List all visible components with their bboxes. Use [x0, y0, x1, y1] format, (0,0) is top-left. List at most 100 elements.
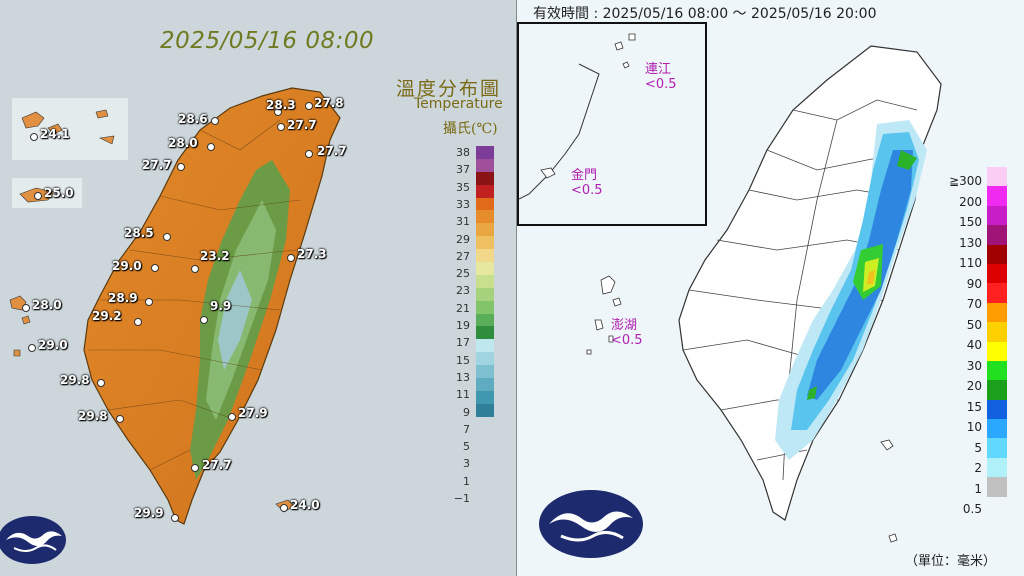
temperature-legend-tick: 7 [463, 422, 470, 436]
station-dot [191, 464, 199, 472]
temperature-legend-tick: 1 [463, 474, 470, 488]
rainfall-legend-swatch [987, 244, 1007, 264]
temperature-legend-tick: 9 [463, 405, 470, 419]
temperature-legend-swatch [476, 313, 494, 327]
matsu-label: 連江 <0.5 [645, 62, 677, 92]
temperature-legend-tick: 5 [463, 440, 470, 454]
temperature-legend-swatch [476, 287, 494, 301]
station-value: 28.0 [32, 298, 62, 312]
station-dot [151, 264, 159, 272]
rainfall-legend-tick: ≧300 [949, 174, 982, 188]
rainfall-legend-swatch [987, 457, 1007, 478]
rainfall-map [586, 45, 942, 543]
temperature-legend-swatch [476, 210, 494, 224]
station-value: 29.0 [38, 338, 68, 352]
temperature-legend-tick: −1 [453, 492, 470, 505]
station-value: 27.3 [297, 247, 327, 261]
station-value: 27.7 [287, 118, 317, 132]
rainfall-legend-swatch [987, 302, 1007, 323]
inset-coastline [519, 33, 636, 200]
temperature-legend-tick: 25 [456, 267, 470, 281]
rainfall-legend-swatch [987, 186, 1007, 206]
station-dot [34, 192, 42, 200]
station-dot [28, 344, 36, 352]
station-value: 23.2 [200, 249, 230, 263]
rainfall-legend-swatch [987, 399, 1007, 420]
station-value: 29.9 [134, 506, 164, 520]
station-value: 27.9 [238, 406, 268, 420]
temperature-legend-tick: 21 [456, 301, 470, 315]
temperature-legend-tick: 19 [456, 319, 470, 332]
station-value: 24.0 [290, 498, 320, 512]
rainfall-panel: 有效時間 : 2025/05/16 08:00 ～ 2025/05/16 20:… [516, 0, 1024, 576]
rainfall-legend-swatch [987, 263, 1007, 284]
rainfall-legend-tick: 2 [974, 461, 982, 475]
temperature-legend-swatch [476, 262, 494, 275]
station-dot [177, 163, 185, 171]
station-dot [171, 514, 179, 522]
station-value: 27.7 [142, 158, 172, 172]
rainfall-legend-tick: 90 [966, 276, 982, 291]
temperature-legend-swatch [476, 197, 494, 211]
rainfall-legend-tick: 0.5 [962, 502, 982, 516]
station-value: 27.7 [202, 458, 232, 472]
station-dot [280, 504, 288, 512]
rainfall-legend-swatch [987, 477, 1007, 497]
station-dot [97, 379, 105, 387]
taiwan-outline [678, 45, 942, 521]
station-value: 29.8 [78, 409, 108, 423]
rainfall-legend-swatch [987, 380, 1007, 400]
temperature-legend-swatch [476, 403, 494, 417]
rainfall-shading [775, 120, 927, 460]
rainfall-legend-tick: 130 [959, 235, 982, 250]
temperature-legend-swatch [476, 171, 494, 185]
rainfall-legend-swatch [987, 322, 1007, 342]
temperature-legend-tick: 29 [456, 232, 470, 246]
valid-time: 有效時間 : 2025/05/16 08:00 ～ 2025/05/16 20:… [533, 6, 877, 22]
rainfall-legend-swatch [987, 283, 1007, 303]
rainfall-legend-swatch [987, 167, 1007, 187]
rainfall-legend-tick: 70 [966, 297, 982, 311]
rainfall-legend-swatch [987, 360, 1007, 381]
rainfall-legend-swatch [987, 438, 1007, 458]
temperature-legend-swatch [476, 339, 494, 353]
temperature-legend-tick: 11 [456, 388, 470, 402]
station-value: 28.3 [266, 98, 296, 112]
rainfall-legend-swatch [987, 419, 1007, 439]
map-datetime: 2025/05/16 08:00 [160, 28, 375, 54]
temperature-legend-tick: 17 [456, 336, 470, 350]
rainfall-legend [987, 167, 1007, 497]
station-dot [287, 254, 295, 262]
rainfall-legend-tick: 200 [959, 194, 982, 209]
temperature-legend-tick: 31 [456, 215, 470, 229]
station-dot [145, 298, 153, 306]
temperature-legend-tick: 13 [456, 370, 470, 384]
penghu-label: 澎湖 <0.5 [611, 318, 643, 348]
station-value: 28.6 [178, 112, 208, 126]
unit-label: （單位：毫米） [905, 554, 997, 569]
temperature-legend-swatch [476, 249, 494, 263]
station-dot [134, 318, 142, 326]
rainfall-legend-tick: 10 [966, 420, 982, 434]
station-dot [116, 415, 124, 423]
rainfall-legend-tick: 20 [966, 379, 982, 393]
station-value: 9.9 [210, 299, 232, 313]
temperature-legend-swatch [476, 326, 494, 340]
temperature-legend-tick: 15 [456, 353, 470, 367]
temperature-legend-swatch [476, 223, 494, 237]
station-value: 28.9 [108, 291, 138, 305]
temperature-legend-swatch [476, 236, 494, 250]
rainfall-legend-swatch [987, 205, 1007, 226]
rainfall-legend-tick: 110 [959, 256, 982, 270]
rainfall-legend-tick: 40 [966, 338, 982, 352]
temperature-legend-tick: 35 [456, 180, 470, 194]
station-dot [274, 108, 282, 116]
temperature-legend-swatch [476, 158, 494, 172]
temperature-legend-tick: 33 [456, 197, 470, 211]
temperature-legend-swatch [476, 274, 494, 288]
cwa-logo-icon [0, 516, 66, 564]
station-dot [305, 102, 313, 110]
temperature-legend [476, 146, 494, 417]
legend-unit: 攝氏(℃) [443, 121, 498, 137]
station-value: 29.2 [92, 309, 122, 323]
